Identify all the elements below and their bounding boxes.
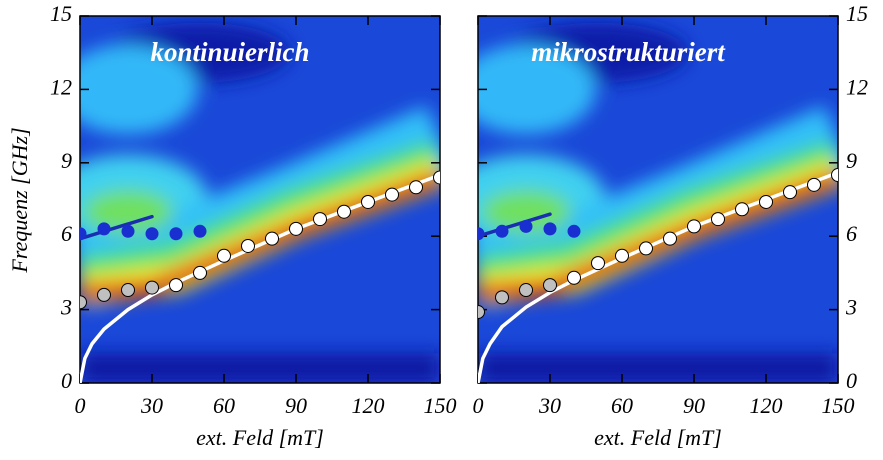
data-point [385, 187, 399, 202]
data-point [807, 177, 821, 192]
fit-line [478, 212, 552, 238]
data-point [478, 305, 485, 320]
x-tick-label: 150 [424, 393, 457, 418]
y-tick-label: 12 [50, 74, 72, 99]
data-point [711, 212, 725, 227]
data-point [217, 248, 231, 263]
y-tick-label: 9 [61, 148, 72, 173]
x-tick-label: 90 [285, 393, 307, 418]
dark-zone [80, 353, 440, 383]
x-tick-label: 60 [213, 393, 235, 418]
data-point [639, 241, 653, 256]
x-axis-label: ext. Feld [mT] [594, 425, 722, 450]
data-point [543, 278, 557, 293]
data-point [543, 222, 557, 236]
x-tick-label: 90 [683, 393, 705, 418]
y-tick-label: 6 [61, 221, 72, 246]
dark-zone [478, 353, 838, 383]
data-point [193, 224, 207, 238]
panel-title: mikrostrukturiert [531, 37, 726, 67]
data-point [241, 238, 255, 253]
data-point [433, 170, 440, 185]
x-tick-label: 0 [473, 393, 484, 418]
data-point [97, 287, 111, 302]
y-tick-label: 0 [846, 368, 857, 393]
data-point [193, 265, 207, 280]
x-tick-label: 120 [750, 393, 783, 418]
y-tick-label: 15 [846, 1, 868, 26]
data-point [759, 194, 773, 209]
data-point [409, 180, 423, 195]
heatmap [478, 16, 838, 383]
data-point [687, 219, 701, 234]
data-point [519, 283, 533, 298]
data-point [121, 283, 135, 298]
y-tick-label: 9 [846, 148, 857, 173]
x-tick-label: 60 [611, 393, 633, 418]
x-tick-label: 30 [538, 393, 561, 418]
x-tick-label: 120 [352, 393, 385, 418]
y-tick-label: 3 [845, 295, 857, 320]
y-tick-label: 3 [60, 295, 72, 320]
data-point [97, 222, 111, 236]
y-axis-label: Frequenz [GHz] [7, 127, 32, 273]
y-tick-label: 12 [846, 74, 868, 99]
data-point [495, 290, 509, 305]
y-tick-label: 15 [50, 1, 72, 26]
data-point [495, 224, 509, 238]
cyan-zone [80, 44, 198, 135]
data-point [567, 224, 581, 238]
x-tick-label: 30 [140, 393, 163, 418]
data-point [169, 227, 183, 241]
data-point [313, 212, 327, 227]
data-point [735, 202, 749, 217]
heatmap [80, 16, 440, 383]
data-point [337, 204, 351, 219]
y-tick-label: 0 [61, 368, 72, 393]
frame [79, 15, 441, 384]
x-axis-label: ext. Feld [mT] [196, 425, 324, 450]
data-point [591, 256, 605, 271]
data-point [121, 224, 135, 238]
data-point [145, 280, 159, 295]
x-tick-label: 150 [822, 393, 855, 418]
data-point [519, 219, 533, 233]
data-point [80, 295, 87, 310]
data-point [80, 227, 87, 241]
data-point [265, 231, 279, 246]
cyan-zone [478, 44, 596, 135]
data-point [831, 168, 838, 183]
panel-title: kontinuierlich [150, 37, 309, 67]
frame [477, 15, 839, 384]
data-point [145, 227, 159, 241]
data-point [615, 248, 629, 263]
data-point [478, 227, 485, 241]
data-point [783, 185, 797, 200]
data-point [361, 194, 375, 209]
data-point [289, 221, 303, 236]
data-point [169, 278, 183, 293]
fit-line [80, 214, 154, 241]
x-tick-label: 0 [75, 393, 86, 418]
data-point [567, 270, 581, 285]
data-point [663, 231, 677, 246]
y-tick-label: 6 [846, 221, 857, 246]
